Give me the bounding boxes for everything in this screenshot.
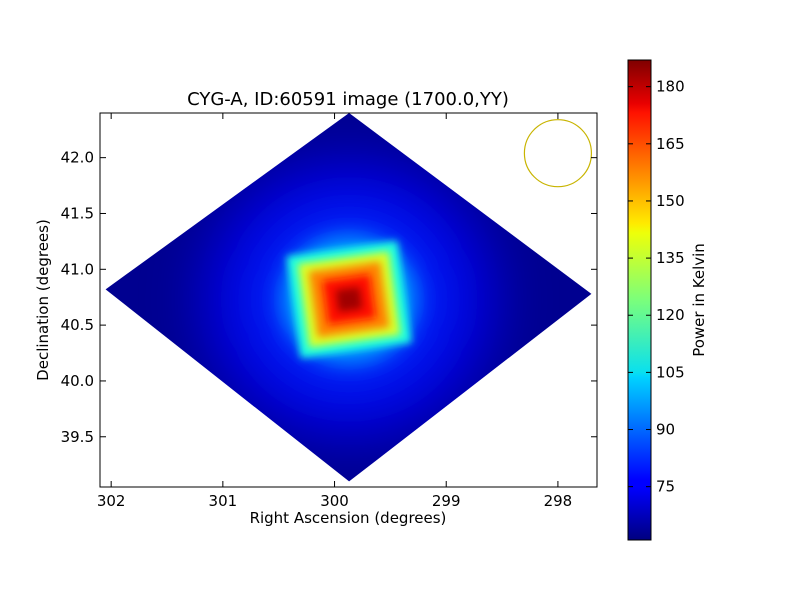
colorbar-tick-label: 105 [656,363,685,381]
x-tick-label: 301 [209,492,238,510]
heatmap-image [105,113,592,482]
x-axis: 302 301 300 299 298 [97,113,572,510]
y-tick-label: 41.0 [61,260,94,278]
beam-circle [523,119,593,188]
x-axis-label: Right Ascension (degrees) [250,509,447,527]
y-tick-label: 40.5 [61,316,94,334]
x-tick-label: 302 [97,492,126,510]
colorbar-ticks: 75 90 105 120 135 150 165 180 [628,78,685,496]
colorbar-tick-label: 75 [656,478,675,496]
y-axis: 39.5 40.0 40.5 41.0 41.5 42.0 [61,149,597,446]
x-tick-label: 298 [544,492,573,510]
colorbar-label: Power in Kelvin [690,243,708,357]
colorbar-tick-label: 165 [656,135,685,153]
chart-title: CYG-A, ID:60591 image (1700.0,YY) [187,89,509,110]
colorbar-tick-label: 90 [656,421,675,439]
y-tick-label: 40.0 [61,372,94,390]
x-tick-label: 299 [432,492,461,510]
colorbar-tick-label: 120 [656,306,685,324]
x-tick-label: 300 [320,492,349,510]
heatmap-core [335,286,363,313]
y-tick-label: 39.5 [61,428,94,446]
plot-frame [99,112,598,488]
colorbar [627,59,652,541]
colorbar-tick-label: 150 [656,192,685,210]
colorbar-tick-label: 180 [656,78,685,96]
y-tick-label: 41.5 [61,204,94,222]
y-tick-label: 42.0 [61,149,94,167]
y-axis-label: Declination (degrees) [34,219,52,381]
colorbar-tick-label: 135 [656,249,685,267]
